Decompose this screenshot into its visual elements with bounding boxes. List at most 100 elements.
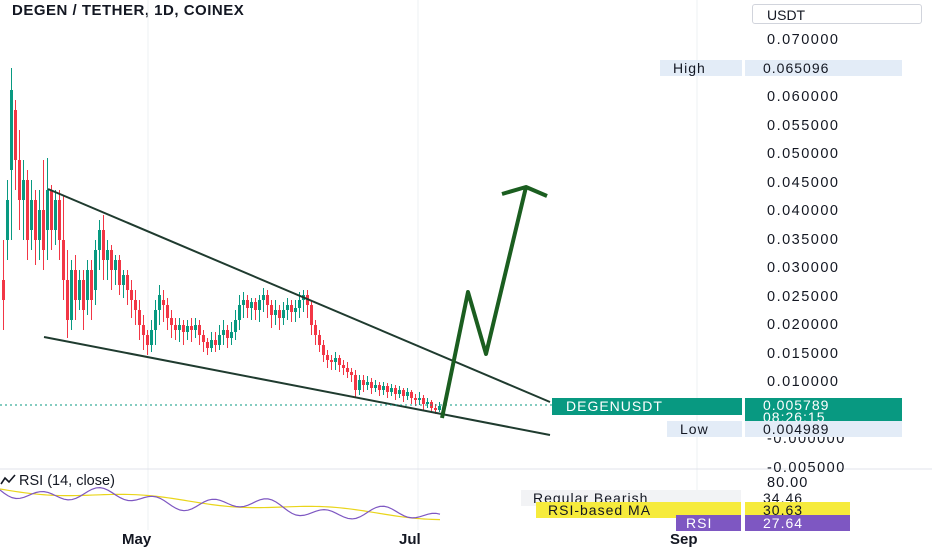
candle-body [206,342,209,348]
symbol-tag-text: DEGENUSDT [566,398,663,414]
candle-body [250,302,253,308]
upper-trendline[interactable] [47,188,551,403]
candle-body [66,280,69,320]
candle-body [366,382,369,385]
rsi-axis-top: 80.00 [767,475,809,491]
candle-body [178,325,181,330]
candle-body [210,340,213,348]
price-axis-label: 0.035000 [767,231,840,248]
price-axis-label: 0.070000 [767,32,840,48]
candle-body [110,250,113,270]
candle-body [390,388,393,392]
candle-body [222,330,225,335]
candle-body [134,300,137,310]
rsi-tag-label: RSI [676,515,741,531]
candle-body [346,368,349,372]
price-axis-label: 0.020000 [767,317,840,333]
price-axis-label: 0.060000 [767,89,840,105]
candle-body [334,358,337,362]
candlestick-series [2,68,441,414]
low-tag-label: Low [667,421,742,437]
price-axis-label: 0.045000 [767,174,840,191]
candle-body [330,360,333,362]
candle-body [386,386,389,392]
candle-body [214,340,217,345]
lower-trendline[interactable] [43,336,551,436]
candle-body [70,270,73,320]
candle-body [158,295,161,310]
candle-body [118,260,121,285]
candle-body [270,305,273,315]
candle-body [374,385,377,388]
candle-body [138,310,141,325]
candle-body [34,200,37,240]
candle-body [106,250,109,260]
candle-body [114,260,117,270]
price-axis-label: 0.055000 [767,117,840,134]
candle-body [22,180,25,200]
candle-body [398,390,401,394]
candle-body [294,308,297,312]
projection-arrowhead [501,185,548,198]
candle-body [50,190,53,230]
high-label-text: High [673,60,706,76]
candle-body [218,335,221,345]
candle-body [318,335,321,345]
high-tag-value: 0.065096 [745,60,902,76]
candle-body [162,300,165,305]
candle-body [62,240,65,280]
x-axis-label-may: May [122,531,152,548]
candle-body [102,230,105,260]
grid-lines [147,0,698,530]
candle-body [434,408,437,410]
price-axis-label: 0.050000 [767,146,840,162]
candle-body [82,280,85,310]
candle-body [86,270,89,300]
candle-body [350,372,353,375]
rsi-header-text: RSI (14, close) [19,473,115,489]
candle-body [78,280,81,300]
candle-body [266,295,269,305]
candle-body [342,365,345,368]
candle-body [26,180,29,240]
candle-body [170,318,173,325]
rsi-line [0,487,441,520]
candle-body [10,90,13,170]
bar-countdown-text: 08:26:15 [763,409,826,425]
candle-body [6,200,9,240]
candle-body [286,305,289,310]
currency-label: USDT [767,7,806,23]
rsi-ma-label-text: RSI-based MA [548,502,652,518]
low-tag-value: 0.004989 [745,421,902,437]
candle-body [290,305,293,312]
candle-body [322,345,325,355]
candle-body [234,320,237,332]
rsi-indicator-header[interactable]: RSI (14, close) [0,473,115,489]
rsi-ma-tag-value: 30.63 [745,502,850,518]
candle-body [46,190,49,230]
candle-body [418,398,421,400]
symbol-tag: DEGENUSDT [552,398,742,415]
price-axis-label: 0.025000 [767,288,840,305]
candle-body [278,310,281,318]
currency-selector[interactable]: USDT [752,4,922,24]
candle-body [394,388,397,394]
candle-body [258,300,261,310]
x-axis-label-jul: Jul [399,531,421,548]
candle-body [314,325,317,335]
low-value-text: 0.004989 [763,421,830,437]
projection-path[interactable] [440,186,528,419]
price-axis-label: 0.015000 [767,345,840,362]
candle-body [438,406,441,410]
candle-body [202,335,205,342]
candle-body [154,310,157,330]
chart-title: DEGEN / TETHER, 1D, COINEX [12,2,245,19]
candle-body [54,200,57,230]
candle-body [378,385,381,390]
candle-body [98,230,101,250]
candle-body [238,305,241,320]
rsi-tag-value: 27.64 [745,515,850,531]
candle-body [122,275,125,285]
